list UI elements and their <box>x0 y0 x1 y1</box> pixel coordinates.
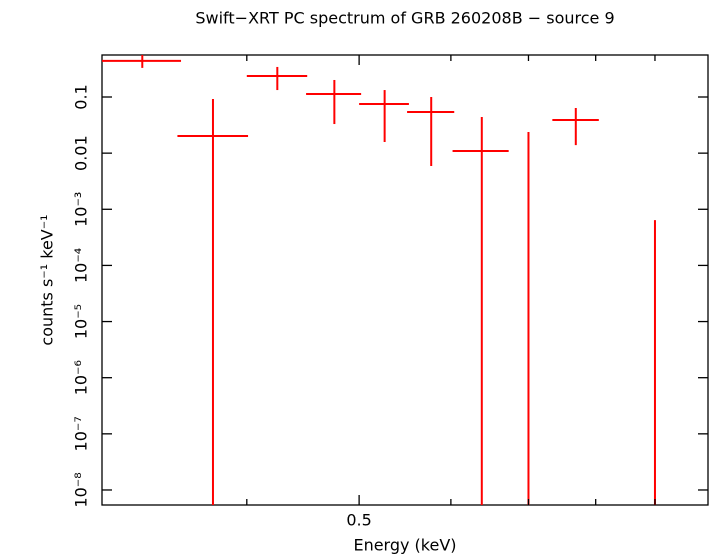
x-tick-label: 0.5 <box>346 511 371 530</box>
y-tick-label: 10⁻⁵ <box>72 304 91 339</box>
x-axis-label: Energy (keV) <box>353 536 456 555</box>
y-tick-label: 10⁻⁴ <box>72 248 91 283</box>
y-tick-label: 10⁻⁶ <box>72 360 91 395</box>
plot-area <box>102 55 656 505</box>
y-tick-label: 10⁻⁷ <box>72 416 91 451</box>
chart-title: Swift−XRT PC spectrum of GRB 260208B − s… <box>195 9 614 28</box>
y-tick-label: 0.1 <box>72 84 91 109</box>
y-tick-label: 10⁻³ <box>72 192 91 227</box>
plot-frame <box>101 54 709 506</box>
y-tick-label: 10⁻⁸ <box>72 472 91 507</box>
y-axis-label: counts s⁻¹ keV⁻¹ <box>38 214 57 345</box>
y-tick-label: 0.01 <box>72 135 91 171</box>
